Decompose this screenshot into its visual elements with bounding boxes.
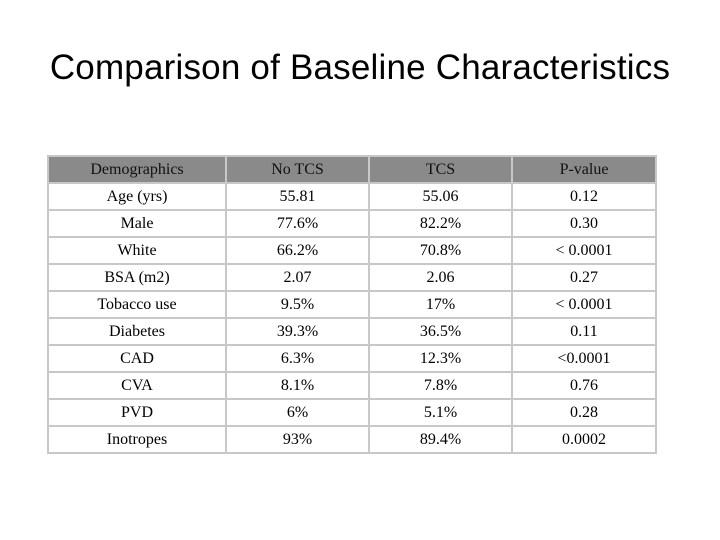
row-label: CAD <box>47 344 227 373</box>
p-value: 0.76 <box>511 371 657 400</box>
table-row: Age (yrs) 55.81 55.06 0.12 <box>47 182 657 211</box>
tcs-value: 7.8% <box>368 371 513 400</box>
row-label: BSA (m2) <box>47 263 227 292</box>
tcs-value: 12.3% <box>368 344 513 373</box>
no-tcs-value: 6.3% <box>225 344 370 373</box>
tcs-value: 55.06 <box>368 182 513 211</box>
no-tcs-value: 8.1% <box>225 371 370 400</box>
p-value: 0.28 <box>511 398 657 427</box>
tcs-value: 5.1% <box>368 398 513 427</box>
tcs-value: 89.4% <box>368 425 513 454</box>
row-label: Diabetes <box>47 317 227 346</box>
no-tcs-value: 9.5% <box>225 290 370 319</box>
p-value: 0.0002 <box>511 425 657 454</box>
table-row: Inotropes 93% 89.4% 0.0002 <box>47 425 657 454</box>
p-value: 0.11 <box>511 317 657 346</box>
tcs-value: 36.5% <box>368 317 513 346</box>
p-value: 0.30 <box>511 209 657 238</box>
row-label: White <box>47 236 227 265</box>
tcs-value: 70.8% <box>368 236 513 265</box>
baseline-characteristics-table: Demographics No TCS TCS P-value Age (yrs… <box>47 155 657 454</box>
header-no-tcs: No TCS <box>225 155 370 184</box>
table-row: BSA (m2) 2.07 2.06 0.27 <box>47 263 657 292</box>
table-row: Diabetes 39.3% 36.5% 0.11 <box>47 317 657 346</box>
p-value: < 0.0001 <box>511 290 657 319</box>
tcs-value: 82.2% <box>368 209 513 238</box>
no-tcs-value: 66.2% <box>225 236 370 265</box>
row-label: Age (yrs) <box>47 182 227 211</box>
table-row: Tobacco use 9.5% 17% < 0.0001 <box>47 290 657 319</box>
no-tcs-value: 2.07 <box>225 263 370 292</box>
no-tcs-value: 93% <box>225 425 370 454</box>
slide-title: Comparison of Baseline Characteristics <box>49 48 671 87</box>
no-tcs-value: 77.6% <box>225 209 370 238</box>
row-label: Tobacco use <box>47 290 227 319</box>
table-row: CAD 6.3% 12.3% <0.0001 <box>47 344 657 373</box>
table-row: CVA 8.1% 7.8% 0.76 <box>47 371 657 400</box>
table-row: Male 77.6% 82.2% 0.30 <box>47 209 657 238</box>
no-tcs-value: 39.3% <box>225 317 370 346</box>
baseline-characteristics-table-container: Demographics No TCS TCS P-value Age (yrs… <box>47 155 657 454</box>
tcs-value: 17% <box>368 290 513 319</box>
row-label: CVA <box>47 371 227 400</box>
p-value: 0.12 <box>511 182 657 211</box>
tcs-value: 2.06 <box>368 263 513 292</box>
row-label: Inotropes <box>47 425 227 454</box>
table-header-row: Demographics No TCS TCS P-value <box>47 155 657 184</box>
table-row: PVD 6% 5.1% 0.28 <box>47 398 657 427</box>
header-demographics: Demographics <box>47 155 227 184</box>
no-tcs-value: 55.81 <box>225 182 370 211</box>
p-value: < 0.0001 <box>511 236 657 265</box>
row-label: PVD <box>47 398 227 427</box>
row-label: Male <box>47 209 227 238</box>
p-value: <0.0001 <box>511 344 657 373</box>
no-tcs-value: 6% <box>225 398 370 427</box>
table-row: White 66.2% 70.8% < 0.0001 <box>47 236 657 265</box>
header-p-value: P-value <box>511 155 657 184</box>
p-value: 0.27 <box>511 263 657 292</box>
header-tcs: TCS <box>368 155 513 184</box>
